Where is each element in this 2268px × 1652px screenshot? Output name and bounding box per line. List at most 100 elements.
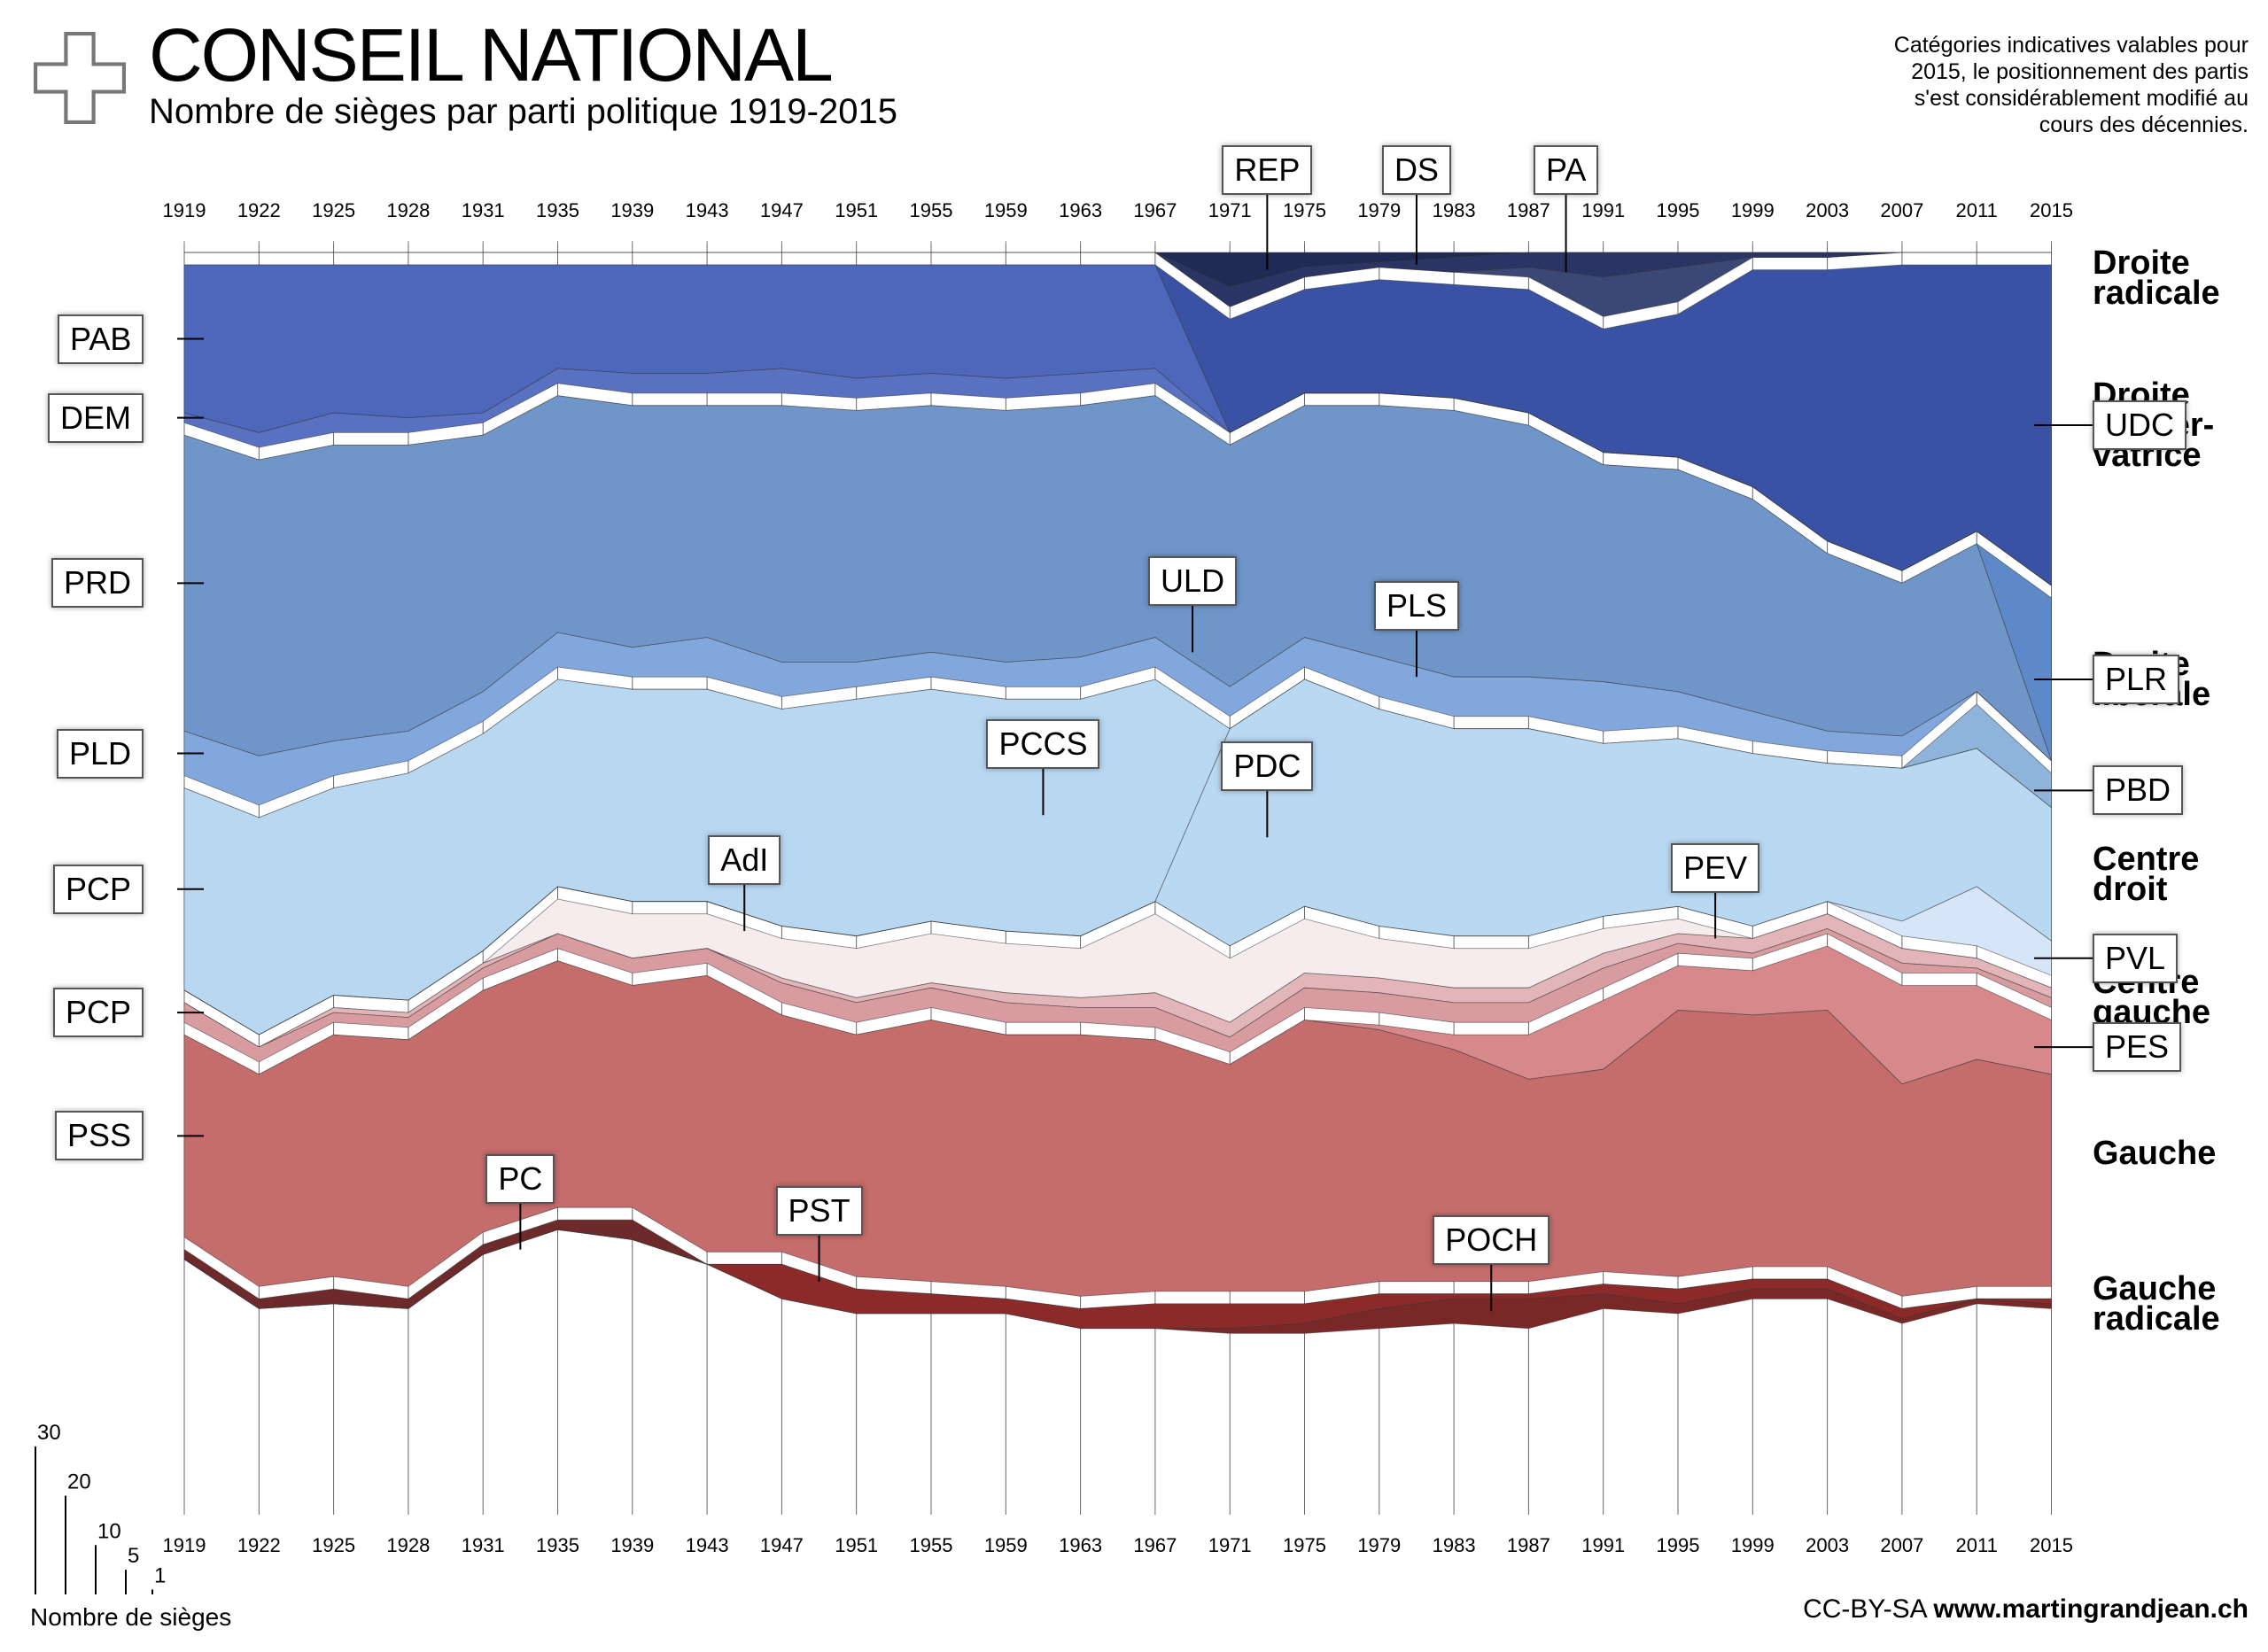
party-label: PCP [53,864,144,914]
year-label-top: 1987 [1507,199,1550,221]
year-label-top: 1983 [1433,199,1476,221]
scale-caption: Nombre de sièges [30,1603,232,1631]
party-label: DS [1381,145,1451,195]
year-label-bottom: 2003 [1806,1534,1849,1556]
year-label-top: 2007 [1880,199,1923,221]
year-label-bottom: 1943 [686,1534,729,1556]
page-title: CONSEIL NATIONAL [149,13,834,97]
year-label-top: 1999 [1731,199,1775,221]
category-label: Gauche radicale [2093,1269,2220,1338]
scale-tick-label: 30 [37,1421,61,1445]
year-label-top: 1991 [1581,199,1625,221]
category-label: Droite radicale [2093,244,2220,312]
credit-site: www.martingrandjean.ch [1933,1594,2249,1624]
seat-scale-legend: 30 20 10 51 [35,1421,166,1594]
scale-tick-label: 20 [67,1470,91,1494]
party-label: PAB [58,314,144,364]
area-dem [183,368,2052,586]
year-label-bottom: 2015 [2030,1534,2073,1556]
year-label-bottom: 1959 [984,1534,1028,1556]
area-pld [183,632,2052,806]
year-axis: 1919 1919 1922 1922 1925 1925 1928 1928 1931 1931… [163,199,2073,1556]
year-label-top: 1951 [835,199,878,221]
year-label-bottom: 1919 [163,1534,206,1556]
year-label-top: 1975 [1283,199,1326,221]
scale-tick-label: 10 [97,1519,121,1543]
area-pss [183,960,2052,1297]
year-label-top: 1995 [1657,199,1700,221]
year-label-bottom: 1931 [462,1534,505,1556]
year-label-bottom: 1939 [610,1534,654,1556]
party-label: POCH [1433,1215,1550,1266]
year-label-bottom: 1987 [1507,1534,1550,1556]
year-label-bottom: 2011 [1956,1534,1998,1556]
party-label: PLS [1373,581,1459,632]
year-label-bottom: 1975 [1283,1534,1326,1556]
party-label: PCP [53,988,144,1038]
party-label: PVL [2093,933,2179,983]
year-label-bottom: 1967 [1133,1534,1177,1556]
party-label: DEM [48,392,144,443]
party-label: PES [2093,1022,2182,1073]
party-label: UDC [2093,400,2186,451]
area-pcp [183,927,2052,1063]
swiss-cross-icon [34,32,126,124]
year-label-bottom: 1947 [760,1534,804,1556]
year-label-bottom: 1935 [536,1534,579,1556]
year-label-bottom: 1928 [386,1534,430,1556]
credit-line: CC-BY-SA www.martingrandjean.ch [1803,1594,2249,1625]
year-label-top: 1959 [984,199,1028,221]
year-label-bottom: 1983 [1433,1534,1476,1556]
year-label-top: 1925 [312,199,355,221]
party-label: AdI [708,835,781,886]
scale-tick-label: 5 [128,1544,139,1568]
party-label: PRD [51,558,144,609]
year-label-top: 1931 [462,199,505,221]
party-label: PEV [1671,842,1760,893]
party-label: PDC [1221,741,1314,792]
year-label-bottom: 1979 [1357,1534,1401,1556]
year-label-top: 1935 [536,199,579,221]
year-label-top: 1939 [610,199,654,221]
area-pa [184,252,2052,317]
year-label-top: 1947 [760,199,804,221]
credit-license: CC-BY-SA [1803,1594,1927,1624]
year-label-top: 1943 [686,199,729,221]
year-label-bottom: 1991 [1581,1534,1625,1556]
year-label-top: 1919 [163,199,206,221]
party-label: REP [1222,145,1313,195]
party-label: PA [1534,145,1599,195]
year-label-bottom: 1955 [910,1534,953,1556]
series-areas [183,252,2052,1334]
year-label-bottom: 1971 [1208,1534,1252,1556]
party-label: PST [775,1185,863,1236]
party-label: PSS [55,1111,144,1161]
year-label-bottom: 1999 [1731,1534,1775,1556]
year-label-top: 2015 [2030,199,2073,221]
year-label-bottom: 1951 [835,1534,878,1556]
category-label: Gauche [2093,1134,2217,1172]
year-label-bottom: 1925 [312,1534,355,1556]
year-label-bottom: 1922 [237,1534,281,1556]
year-label-top: 2011 [1956,199,1998,221]
year-label-bottom: 1963 [1059,1534,1102,1556]
year-label-top: 1928 [386,199,430,221]
scale-tick-label: 1 [154,1563,166,1587]
year-label-top: 2003 [1806,199,1849,221]
party-label: PLR [2093,654,2180,704]
year-label-bottom: 1995 [1657,1534,1700,1556]
year-label-top: 1955 [910,199,953,221]
area-poch [183,1229,2052,1334]
category-label: Centre droit [2093,841,2200,909]
page-subtitle: Nombre de sièges par parti politique 191… [149,92,897,131]
party-label: PCCS [986,719,1100,770]
year-label-top: 1971 [1208,199,1252,221]
year-label-top: 1967 [1133,199,1177,221]
year-label-top: 1963 [1059,199,1102,221]
year-label-top: 1922 [237,199,281,221]
party-label: PLD [57,728,144,779]
category-note: Catégories indicatives valables pour 201… [1893,33,2249,137]
year-label-bottom: 2007 [1880,1534,1923,1556]
party-label: PBD [2093,765,2184,816]
party-label: PC [485,1153,555,1204]
